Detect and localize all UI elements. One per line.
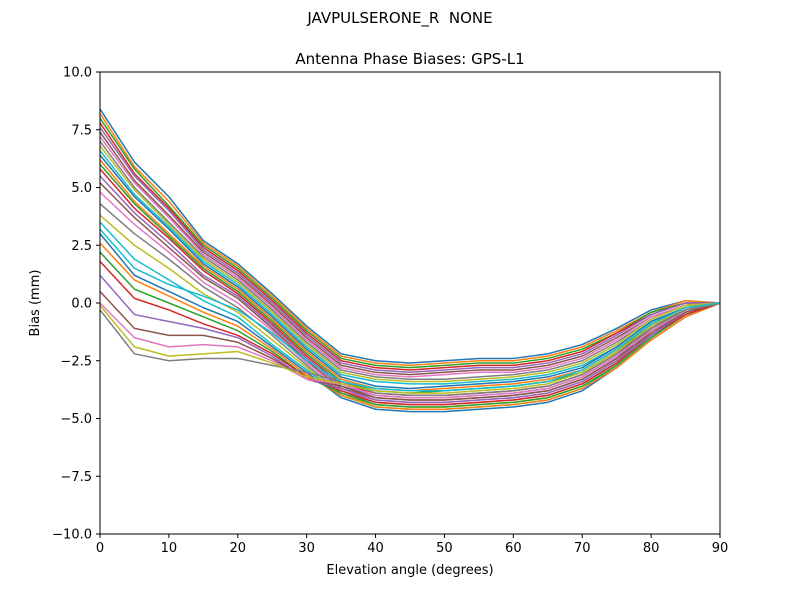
- x-tick-label: 80: [643, 541, 660, 556]
- series-line-22: [99, 242, 721, 411]
- y-tick-label: −7.5: [60, 470, 92, 485]
- series-line-2: [99, 113, 721, 367]
- series-line-17: [99, 191, 721, 404]
- series-line-26: [99, 290, 721, 401]
- series-line-7: [99, 136, 721, 378]
- y-tick-label: 7.5: [71, 123, 92, 138]
- x-tick-label: 20: [230, 541, 247, 556]
- x-axis: 0 10 20 30 40 50 60 70 80 90: [96, 534, 728, 556]
- y-tick-label: 10.0: [63, 66, 92, 81]
- x-axis-title: Elevation angle (degrees): [326, 563, 493, 578]
- x-tick-label: 40: [367, 541, 384, 556]
- y-tick-label: −10.0: [52, 528, 92, 543]
- series-line-1: [99, 108, 721, 364]
- series-line-23: [99, 251, 721, 408]
- x-tick-label: 90: [712, 541, 729, 556]
- x-tick-label: 50: [436, 541, 453, 556]
- x-tick-label: 60: [505, 541, 522, 556]
- series-lines: [99, 108, 721, 413]
- series-line-25: [99, 274, 721, 404]
- x-tick-label: 70: [574, 541, 591, 556]
- y-tick-label: −2.5: [60, 354, 92, 369]
- y-tick-label: −5.0: [60, 412, 92, 427]
- series-line-5: [99, 127, 720, 374]
- y-tick-label: 5.0: [71, 181, 92, 196]
- y-axis-title: Bias (mm): [28, 270, 43, 337]
- figure-suptitle: JAVPULSERONE_R NONE: [307, 9, 493, 27]
- series-line-28: [99, 302, 721, 397]
- y-axis: −10.0 −7.5 −5.0 −2.5 0.0 2.5 5.0 7.5 10.0: [52, 66, 100, 543]
- y-tick-label: 2.5: [71, 239, 92, 254]
- x-tick-label: 0: [96, 541, 104, 556]
- series-line-8: [99, 140, 721, 380]
- series-line-9: [99, 145, 721, 383]
- y-tick-label: 0.0: [71, 297, 92, 312]
- series-line-24: [99, 260, 721, 406]
- series-line-27: [99, 302, 721, 399]
- series-line-11: [99, 154, 721, 390]
- series-line-4: [99, 122, 720, 371]
- series-line-6: [99, 131, 721, 376]
- series-line-29: [99, 302, 721, 394]
- series-line-30: [99, 228, 721, 392]
- plot-title: Antenna Phase Biases: GPS-L1: [295, 50, 524, 68]
- x-tick-label: 10: [161, 541, 178, 556]
- series-line-14: [99, 168, 721, 397]
- x-tick-label: 30: [298, 541, 315, 556]
